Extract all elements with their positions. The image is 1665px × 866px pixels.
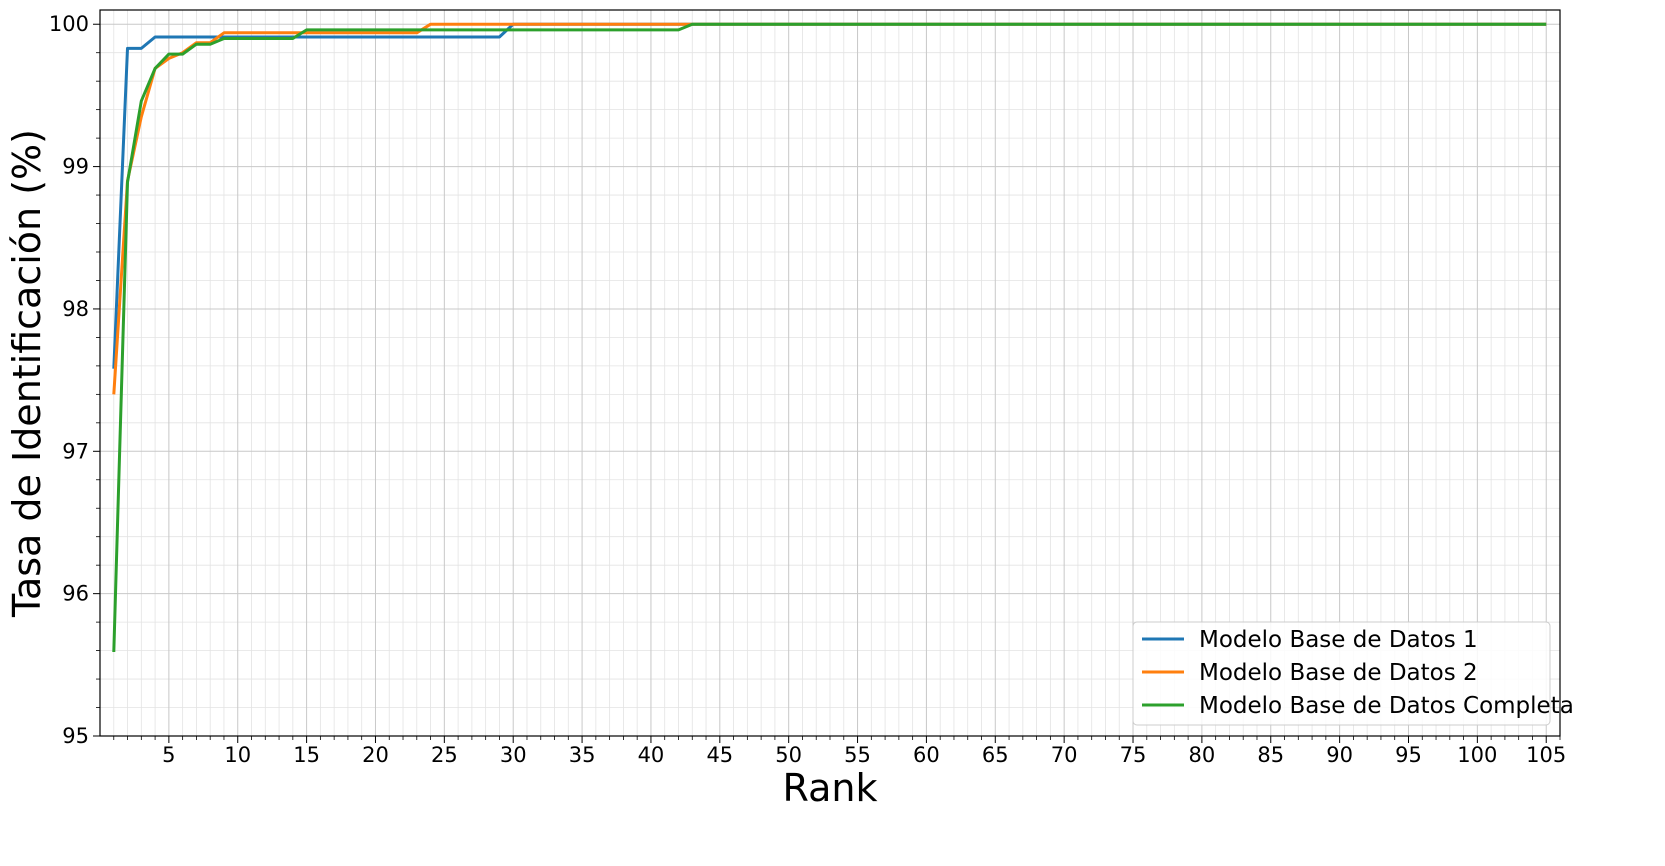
y-tick-label: 100 xyxy=(49,12,89,36)
y-tick-label: 97 xyxy=(62,439,89,463)
legend-box xyxy=(1132,621,1551,726)
legend-label-3: Modelo Base de Datos Completa xyxy=(1199,693,1574,719)
x-tick-label: 55 xyxy=(844,743,871,767)
x-tick-label: 45 xyxy=(706,743,733,767)
x-tick-label: 35 xyxy=(569,743,596,767)
x-tick-label: 40 xyxy=(638,743,665,767)
x-tick-label: 95 xyxy=(1395,743,1422,767)
legend: Modelo Base de Datos 1 Modelo Base de Dat… xyxy=(1132,621,1574,726)
x-tick-label: 70 xyxy=(1051,743,1078,767)
x-tick-label: 65 xyxy=(982,743,1009,767)
x-axis-title: Rank xyxy=(783,766,878,810)
x-tick-label: 60 xyxy=(913,743,940,767)
x-tick-label: 20 xyxy=(362,743,389,767)
legend-label-1: Modelo Base de Datos 1 xyxy=(1199,627,1478,653)
series-lines xyxy=(112,22,1547,653)
x-tick-label: 15 xyxy=(293,743,320,767)
y-tick-label: 98 xyxy=(62,297,89,321)
x-tick-label: 30 xyxy=(500,743,527,767)
x-tick-label: 75 xyxy=(1120,743,1147,767)
y-tick-label: 95 xyxy=(62,724,89,748)
legend-label-2: Modelo Base de Datos 2 xyxy=(1199,660,1478,686)
x-tick-label: 25 xyxy=(431,743,458,767)
series-line-3 xyxy=(112,22,1547,653)
x-tick-label: 105 xyxy=(1526,743,1566,767)
grid xyxy=(100,10,1561,737)
x-tick-label: 90 xyxy=(1326,743,1353,767)
x-tick-label: 85 xyxy=(1257,743,1284,767)
y-tick-label: 96 xyxy=(62,582,89,606)
y-axis-title: Tasa de Identificación (%) xyxy=(5,129,49,618)
x-tick-label: 80 xyxy=(1189,743,1216,767)
x-tick-label: 50 xyxy=(775,743,802,767)
x-tick-label: 100 xyxy=(1457,743,1497,767)
x-tick-label: 5 xyxy=(162,743,175,767)
x-tick-label: 10 xyxy=(224,743,251,767)
axis-ticks: 5 10 15 20 25 30 35 40 45 50 55 60 65 70 75 80 85 90 95 100… xyxy=(49,12,1566,767)
y-tick-label: 99 xyxy=(62,155,89,179)
